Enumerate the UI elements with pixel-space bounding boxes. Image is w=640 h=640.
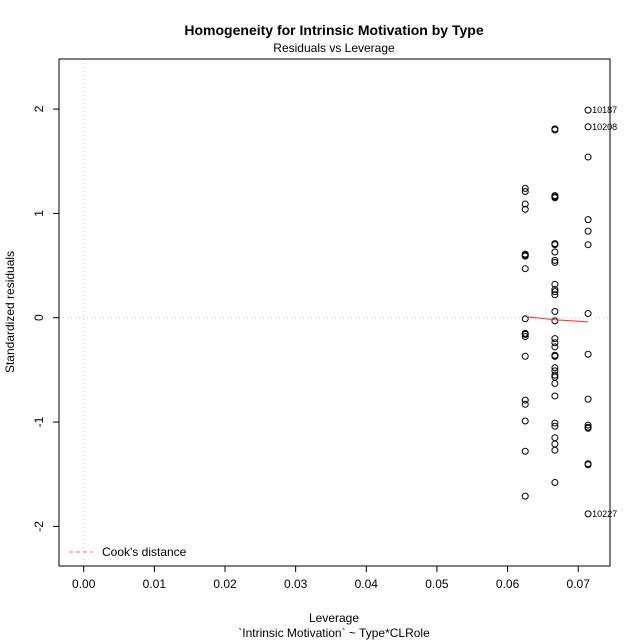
data-point — [551, 335, 559, 343]
data-point — [521, 492, 529, 500]
point-label: 10187 — [592, 105, 617, 115]
data-point — [551, 371, 559, 379]
chart-title: Homogeneity for Intrinsic Motivation by … — [184, 22, 483, 38]
x-tick-label: 0.02 — [213, 577, 237, 591]
data-point — [551, 258, 559, 266]
data-point — [521, 200, 529, 208]
smooth-line-path — [525, 316, 589, 323]
data-point — [551, 392, 559, 400]
data-point — [584, 216, 592, 224]
x-tick-label: 0.04 — [355, 577, 379, 591]
data-point — [521, 315, 529, 323]
reference-lines — [59, 59, 610, 566]
data-point — [584, 510, 592, 518]
data-point — [521, 447, 529, 455]
data-point — [551, 440, 559, 448]
data-point — [584, 310, 592, 318]
smooth-line — [525, 316, 589, 323]
data-point — [551, 339, 559, 347]
chart-subtitle: Residuals vs Leverage — [273, 41, 395, 55]
plot-frame — [58, 58, 611, 567]
data-point — [551, 422, 559, 430]
data-points — [521, 106, 592, 518]
data-point — [521, 400, 529, 408]
x-axis-ticks: 0.00 0.01 0.02 0.03 0.04 0.05 0.06 0.07 — [72, 565, 591, 591]
data-point — [551, 248, 559, 256]
data-point — [551, 479, 559, 487]
y-tick-label: -2 — [32, 521, 46, 532]
data-point — [551, 288, 559, 296]
data-point — [551, 352, 559, 360]
data-point — [551, 291, 559, 299]
x-axis-label: Leverage — [309, 611, 359, 625]
data-point — [584, 395, 592, 403]
data-point — [551, 280, 559, 288]
data-point — [584, 423, 592, 431]
y-axis-ticks: -2 -1 0 1 2 — [32, 105, 59, 532]
data-point — [521, 396, 529, 404]
x-tick-label: 0.00 — [72, 577, 96, 591]
data-point — [521, 332, 529, 340]
data-point — [551, 194, 559, 202]
data-point — [584, 421, 592, 429]
data-point — [521, 417, 529, 425]
data-point — [584, 123, 592, 131]
legend-label-cooks-distance: Cook's distance — [102, 545, 187, 559]
data-point — [521, 205, 529, 213]
data-point — [521, 251, 529, 259]
data-point — [521, 352, 529, 360]
x-tick-label: 0.03 — [284, 577, 308, 591]
data-point — [551, 256, 559, 264]
data-point — [521, 184, 529, 192]
data-point — [551, 364, 559, 372]
data-point — [584, 106, 592, 114]
data-point — [551, 446, 559, 454]
data-point — [584, 461, 592, 469]
data-point — [551, 317, 559, 325]
y-tick-label: -1 — [32, 416, 46, 427]
data-point — [551, 241, 559, 249]
y-tick-label: 2 — [32, 105, 46, 112]
y-tick-label: 1 — [32, 210, 46, 217]
point-label: 10208 — [592, 122, 617, 132]
data-point — [551, 343, 559, 351]
data-point — [521, 187, 529, 195]
data-point — [551, 307, 559, 315]
data-point — [551, 434, 559, 442]
x-tick-label: 0.07 — [567, 577, 591, 591]
data-point — [584, 227, 592, 235]
legend: Cook's distance — [69, 545, 187, 559]
data-point — [551, 419, 559, 427]
x-tick-label: 0.01 — [143, 577, 167, 591]
point-label: 10227 — [592, 509, 617, 519]
y-axis-label: Standardized residuals — [3, 251, 17, 373]
data-point — [521, 265, 529, 273]
data-point — [551, 379, 559, 387]
data-point — [551, 286, 559, 294]
x-tick-label: 0.05 — [425, 577, 449, 591]
y-tick-label: 0 — [32, 314, 46, 321]
data-point — [551, 126, 559, 134]
point-labels: 10187 10208 10227 — [592, 105, 617, 519]
x-axis-formula: `Intrinsic Motivation` ~ Type*CLRole — [238, 626, 430, 640]
data-point — [584, 153, 592, 161]
data-point — [584, 241, 592, 249]
x-tick-label: 0.06 — [496, 577, 520, 591]
data-point — [521, 330, 529, 338]
data-point — [584, 350, 592, 358]
